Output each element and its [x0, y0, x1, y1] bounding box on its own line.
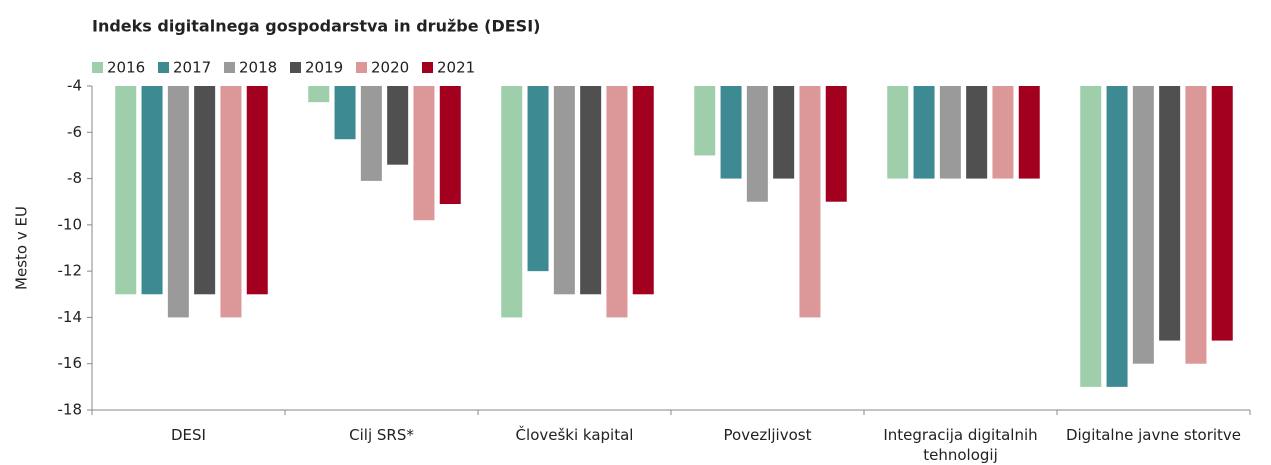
bar [360, 86, 382, 181]
bar [141, 86, 163, 295]
bar [387, 86, 409, 165]
legend-swatch [290, 62, 301, 73]
legend-swatch [422, 62, 433, 73]
y-axis-label: Mesto v EU [13, 206, 31, 290]
chart-title: Indeks digitalnega gospodarstva in družb… [92, 17, 540, 36]
bar [439, 86, 461, 205]
bar [1106, 86, 1128, 387]
legend-label: 2018 [239, 59, 277, 77]
bar [746, 86, 768, 202]
bar [1159, 86, 1181, 341]
y-tick-label: -10 [58, 215, 83, 233]
bar [308, 86, 330, 103]
legend-label: 2021 [437, 59, 475, 77]
y-tick-label: -4 [67, 77, 82, 95]
legend-swatch [92, 62, 103, 73]
legend-swatch [224, 62, 235, 73]
bar [580, 86, 602, 295]
legend-swatch [356, 62, 367, 73]
y-tick-label: -18 [58, 401, 83, 419]
bar [966, 86, 988, 179]
bar [720, 86, 742, 179]
x-tick-label: DESI [171, 426, 206, 444]
bar [992, 86, 1014, 179]
y-tick-label: -12 [58, 262, 83, 280]
bar [887, 86, 909, 179]
bar [194, 86, 216, 295]
bar [1132, 86, 1154, 364]
y-tick-label: -14 [58, 308, 83, 326]
y-tick-label: -8 [67, 169, 82, 187]
bar [799, 86, 821, 318]
bar [913, 86, 935, 179]
bar [1018, 86, 1040, 179]
bar [1080, 86, 1102, 387]
y-tick-label: -6 [67, 123, 82, 141]
legend-label: 2017 [173, 59, 211, 77]
x-tick-label: Povezljivost [723, 426, 812, 444]
bar [632, 86, 654, 295]
legend-swatch [158, 62, 169, 73]
bar [501, 86, 523, 318]
bar [246, 86, 268, 295]
bar [939, 86, 961, 179]
x-tick-label: Integracija digitalnih tehnologij [883, 426, 1038, 464]
legend-label: 2019 [305, 59, 343, 77]
x-tick-label: Digitalne javne storitve [1065, 426, 1242, 444]
bar [694, 86, 716, 156]
bar [167, 86, 189, 318]
legend-label: 2016 [107, 59, 145, 77]
bar [115, 86, 137, 295]
x-tick-label: Cilj SRS* [349, 426, 414, 444]
legend-label: 2020 [371, 59, 409, 77]
x-tick-label: Človeški kapital [515, 426, 634, 444]
y-tick-label: -16 [58, 354, 83, 372]
bar [606, 86, 628, 318]
bar [334, 86, 356, 140]
bar [1185, 86, 1207, 364]
bar [527, 86, 549, 272]
bar [220, 86, 242, 318]
bar [1211, 86, 1233, 341]
bar [773, 86, 795, 179]
bar [553, 86, 575, 295]
bar [413, 86, 435, 221]
bar [825, 86, 847, 202]
